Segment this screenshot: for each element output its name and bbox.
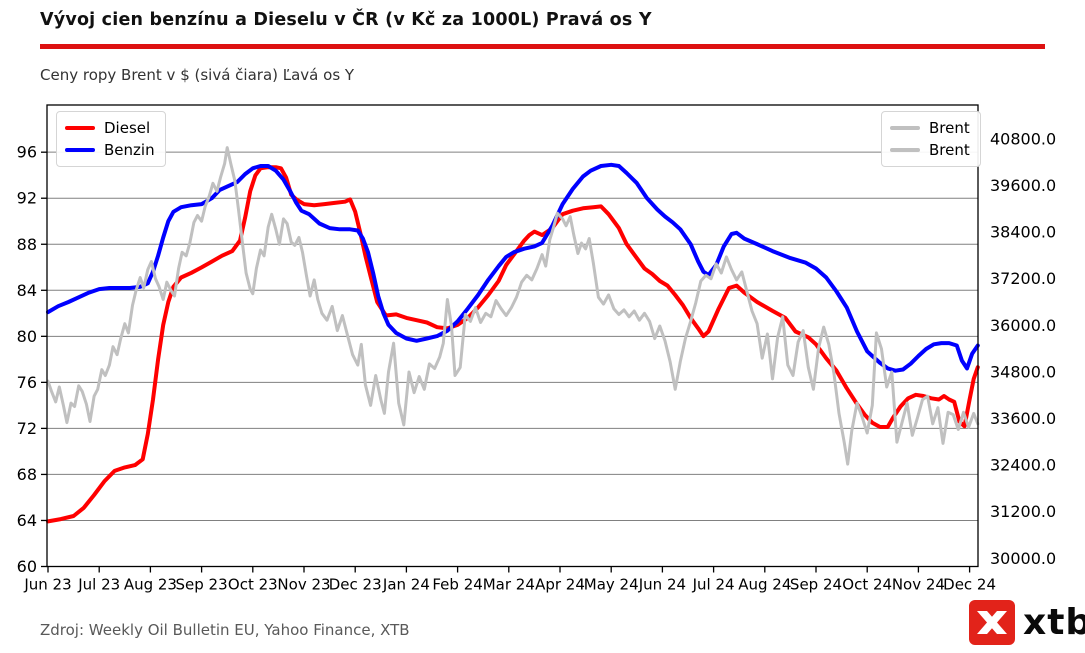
x-tick-label: Oct 23	[228, 576, 278, 594]
legend-item: Brent	[890, 139, 970, 161]
x-tick-label: Jul 23	[77, 576, 120, 594]
right-tick-label: 40800.0	[990, 129, 1056, 148]
legend-label: Benzin	[104, 141, 155, 159]
x-tick-label: Mar 24	[483, 576, 535, 594]
right-tick-label: 38400.0	[990, 223, 1056, 242]
left-tick-label: 96	[17, 143, 37, 162]
left-tick-label: 88	[17, 235, 37, 254]
plot-border	[46, 104, 979, 568]
x-tick-label: Jan 24	[382, 576, 430, 594]
right-tick-label: 33600.0	[990, 409, 1056, 428]
left-tick-label: 64	[17, 511, 37, 530]
left-tick-label: 84	[17, 281, 37, 300]
x-tick-label: Aug 23	[124, 576, 177, 594]
left-tick-label: 68	[17, 465, 37, 484]
legend-swatch	[890, 148, 920, 152]
right-tick-label: 37200.0	[990, 269, 1056, 288]
x-tick-label: Sep 23	[176, 576, 228, 594]
left-tick-label: 60	[17, 557, 37, 576]
legend-label: Brent	[929, 119, 970, 137]
legend-item: Diesel	[65, 117, 155, 139]
x-tick-label: Jun 23	[23, 576, 71, 594]
series-line-diesel	[46, 165, 980, 524]
xtb-logo-icon	[969, 600, 1015, 645]
x-tick-label: Feb 24	[432, 576, 482, 594]
right-tick-label: 32400.0	[990, 456, 1056, 475]
legend-swatch	[890, 126, 920, 130]
x-tick-label: Nov 23	[277, 576, 330, 594]
x-tick-label: Sep 24	[790, 576, 842, 594]
right-tick-label: 39600.0	[990, 176, 1056, 195]
legend-left: Diesel Benzin	[56, 111, 166, 167]
xtb-logo-text: xtb	[1023, 602, 1085, 643]
right-tick-label: 34800.0	[990, 362, 1056, 381]
legend-swatch	[65, 148, 95, 152]
left-tick-label: 76	[17, 373, 37, 392]
source-note: Zdroj: Weekly Oil Bulletin EU, Yahoo Fin…	[40, 621, 410, 639]
x-tick-label: Oct 24	[842, 576, 892, 594]
right-tick-label: 36000.0	[990, 316, 1056, 335]
x-tick-label: Apr 24	[535, 576, 585, 594]
legend-item: Brent	[890, 117, 970, 139]
right-tick-label: 31200.0	[990, 502, 1056, 521]
series-line-brent	[46, 146, 980, 466]
page-title: Vývoj cien benzínu a Dieselu v ČR (v Kč …	[40, 10, 652, 30]
x-tick-label: Jul 24	[692, 576, 735, 594]
x-tick-label: Nov 24	[892, 576, 945, 594]
chart-subtitle: Ceny ropy Brent v $ (sivá čiara) Ľavá os…	[40, 66, 355, 84]
legend-label: Diesel	[104, 119, 151, 137]
legend-item: Benzin	[65, 139, 155, 161]
x-tick-label: Dec 23	[329, 576, 382, 594]
x-tick-label: May 24	[584, 576, 639, 594]
title-underline	[40, 44, 1045, 49]
legend-label: Brent	[929, 141, 970, 159]
left-tick-label: 92	[17, 189, 37, 208]
legend-right: Brent Brent	[881, 111, 981, 167]
x-tick-label: Jun 24	[638, 576, 686, 594]
x-tick-label: Dec 24	[943, 576, 996, 594]
right-tick-label: 30000.0	[990, 549, 1056, 568]
xtb-logo: xtb	[969, 600, 1085, 645]
left-tick-label: 72	[17, 419, 37, 438]
x-mark-icon	[977, 611, 1007, 634]
series-line-benzin	[46, 162, 980, 373]
left-tick-label: 80	[17, 327, 37, 346]
x-tick-label: Aug 24	[738, 576, 791, 594]
legend-swatch	[65, 126, 95, 130]
